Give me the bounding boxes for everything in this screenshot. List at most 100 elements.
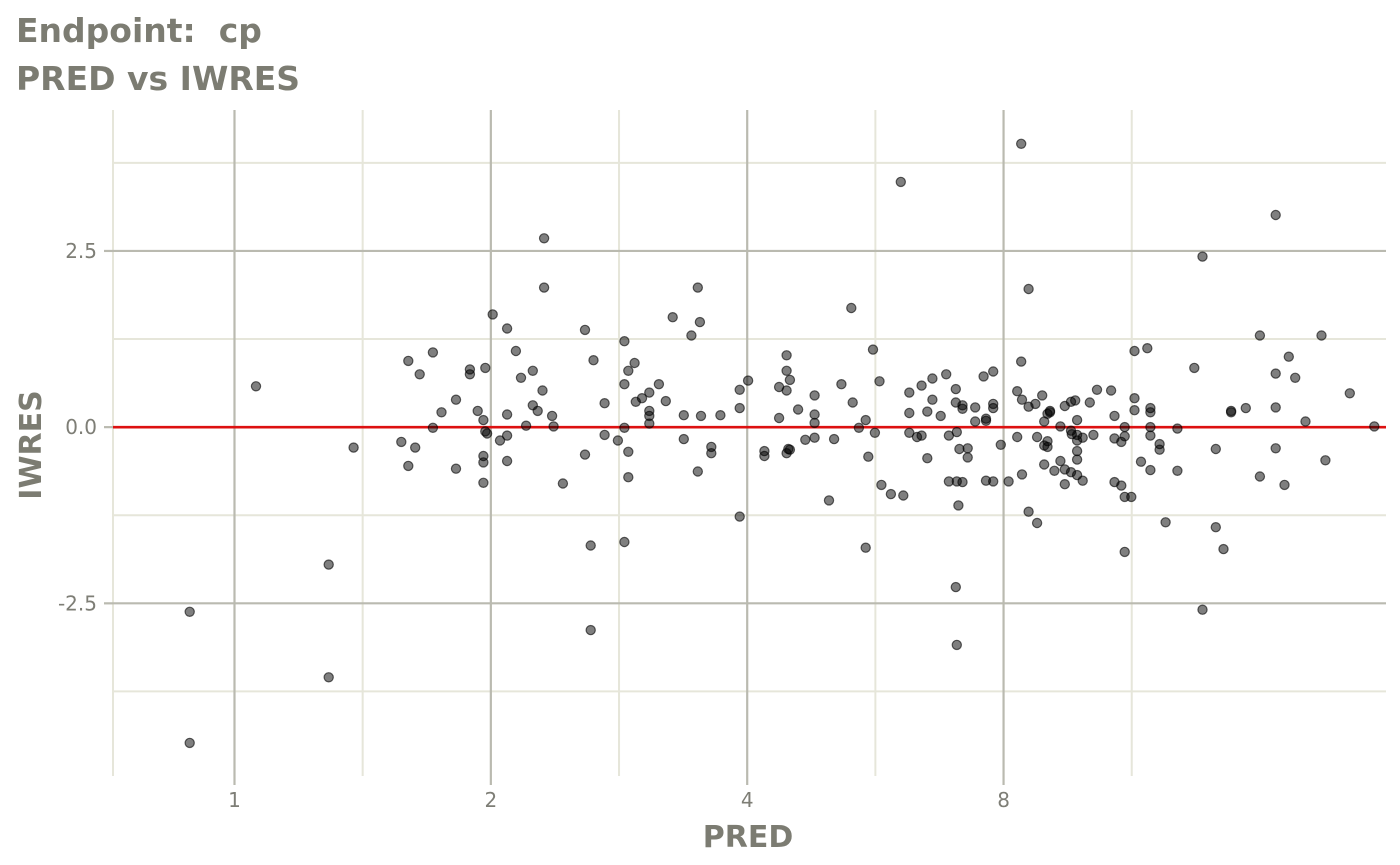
data-point xyxy=(629,357,640,369)
data-point xyxy=(1126,491,1137,503)
data-point xyxy=(1031,431,1043,443)
data-point xyxy=(1300,416,1311,427)
data-point xyxy=(1105,385,1117,396)
data-point xyxy=(1142,343,1153,354)
data-point xyxy=(623,472,634,483)
data-point xyxy=(653,379,665,390)
data-point xyxy=(874,376,885,387)
data-point xyxy=(1016,138,1027,149)
data-point xyxy=(995,439,1007,450)
data-point xyxy=(1270,443,1281,454)
data-point xyxy=(678,410,690,421)
data-point xyxy=(515,372,527,383)
data-points xyxy=(184,138,1380,749)
data-point xyxy=(784,444,796,455)
data-point xyxy=(546,410,558,422)
data-point xyxy=(809,432,820,443)
data-point xyxy=(1129,393,1140,404)
data-point xyxy=(1049,465,1060,476)
x-axis-ticks: 1 2 4 8 xyxy=(228,776,1010,812)
data-point xyxy=(1077,432,1088,443)
data-point xyxy=(1119,421,1130,433)
data-point xyxy=(623,446,634,457)
data-point xyxy=(612,435,624,446)
data-point xyxy=(1071,445,1083,457)
data-point xyxy=(1119,546,1130,558)
data-point xyxy=(950,383,962,395)
data-point xyxy=(585,540,596,551)
data-point xyxy=(1077,475,1088,486)
data-point xyxy=(734,402,745,414)
data-point xyxy=(478,457,489,468)
data-point xyxy=(1129,405,1140,416)
data-point xyxy=(734,384,745,395)
data-point xyxy=(1210,522,1222,533)
data-point xyxy=(970,416,981,427)
data-point xyxy=(644,387,655,398)
data-point xyxy=(1036,390,1048,401)
data-point xyxy=(427,347,439,358)
data-point xyxy=(953,500,964,511)
data-point xyxy=(1145,421,1156,433)
data-point xyxy=(885,488,897,500)
chart-subtitle: PRED vs IWRES xyxy=(16,59,301,98)
data-point xyxy=(1055,421,1066,432)
data-point xyxy=(478,477,489,488)
data-point xyxy=(1344,388,1356,399)
data-point xyxy=(619,536,630,548)
y-tick-label: 2.5 xyxy=(65,239,97,263)
data-point xyxy=(1160,517,1171,528)
x-axis-title: PRED xyxy=(703,820,793,855)
data-point xyxy=(916,380,927,391)
data-point xyxy=(853,422,865,433)
data-point xyxy=(1109,410,1120,422)
data-point xyxy=(1023,506,1034,517)
data-point xyxy=(1071,414,1083,426)
data-point xyxy=(1071,454,1083,465)
data-point xyxy=(957,476,968,488)
y-axis-ticks: -2.5 0.0 2.5 xyxy=(58,239,113,615)
data-point xyxy=(548,421,559,432)
data-point xyxy=(742,375,754,386)
y-tick-label: -2.5 xyxy=(58,591,97,615)
data-point xyxy=(501,323,513,334)
data-point xyxy=(472,405,483,417)
data-point xyxy=(927,394,938,405)
data-point xyxy=(916,430,927,441)
data-point xyxy=(481,428,493,439)
data-point xyxy=(1316,330,1327,341)
data-point xyxy=(988,366,999,377)
data-point xyxy=(250,381,262,392)
data-point xyxy=(1145,464,1156,476)
data-point xyxy=(1225,407,1237,418)
data-point xyxy=(781,385,792,396)
data-point xyxy=(935,410,946,422)
data-point xyxy=(619,336,630,347)
data-point xyxy=(1044,407,1056,418)
data-point xyxy=(904,427,915,438)
data-point xyxy=(427,422,439,433)
data-point xyxy=(636,393,648,404)
data-point xyxy=(1084,397,1096,408)
data-point xyxy=(922,453,933,464)
data-point xyxy=(579,449,591,460)
data-point xyxy=(1270,209,1281,221)
x-tick-label: 8 xyxy=(997,788,1010,812)
data-point xyxy=(1254,471,1266,482)
data-point xyxy=(599,398,610,409)
data-point xyxy=(1135,456,1147,467)
data-point xyxy=(494,435,506,446)
data-point xyxy=(1091,384,1103,395)
data-point xyxy=(348,442,359,453)
data-point xyxy=(1270,368,1281,379)
data-point xyxy=(694,316,706,328)
data-point xyxy=(781,365,792,376)
data-point xyxy=(623,365,634,376)
data-point xyxy=(867,344,879,355)
data-point xyxy=(184,606,195,618)
data-point xyxy=(323,559,334,570)
data-point xyxy=(860,414,871,426)
data-point xyxy=(501,409,513,420)
data-point xyxy=(450,394,462,405)
